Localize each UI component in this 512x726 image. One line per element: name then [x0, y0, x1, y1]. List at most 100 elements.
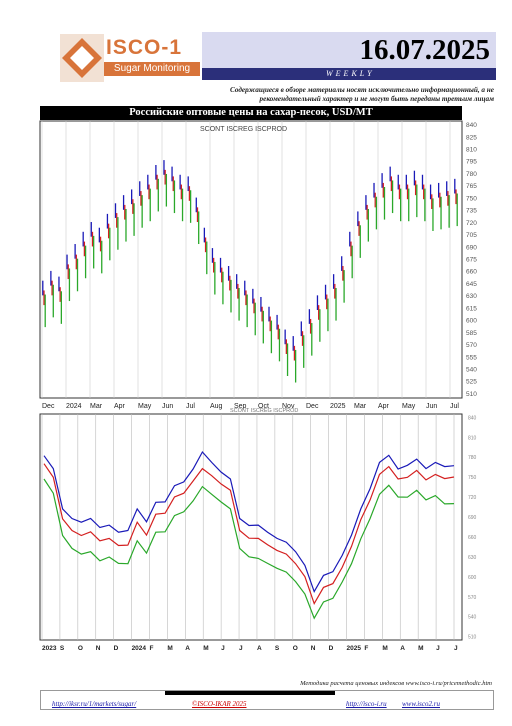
chart2-line-iscprod	[43, 478, 455, 620]
chart1-y-tick: 615	[466, 305, 477, 312]
chart1-x-tick: Sep	[234, 403, 247, 410]
chart1-y-tick: 720	[466, 220, 477, 227]
chart2-x-tick: A	[257, 645, 262, 652]
chart2-y-tick: 690	[468, 515, 477, 521]
chart2-y-tick: 540	[468, 615, 477, 621]
chart1-x-tick: Jul	[450, 403, 459, 410]
chart2-x-tick: J	[454, 645, 458, 652]
chart1-x-tick: Dec	[42, 403, 55, 410]
chart2-x-tick: O	[78, 645, 83, 652]
chart1-y-tick: 585	[466, 330, 477, 337]
logo-diamond-icon	[60, 34, 104, 82]
chart2-x-tick: J	[221, 645, 225, 652]
chart1-y-tick: 825	[466, 134, 477, 141]
copyright: ©ISCO-IKAR 2025	[192, 700, 247, 708]
chart1-frame	[39, 120, 463, 399]
chart1-y-tick: 540	[466, 366, 477, 373]
chart2-x-tick: M	[418, 645, 423, 652]
isco-link[interactable]: http://isco-i.ru	[346, 700, 387, 708]
chart1-y-tick: 510	[466, 391, 477, 398]
chart1-y-tick: 555	[466, 354, 477, 361]
chart2-x-tick: J	[436, 645, 440, 652]
chart2-x-tick: F	[364, 645, 368, 652]
chart1-x-tick: 2024	[66, 403, 82, 410]
chart2-y-tick: 660	[468, 535, 477, 541]
chart1-x-tick: Nov	[282, 403, 295, 410]
chart1-y-tick: 690	[466, 244, 477, 251]
chart2-x-tick: M	[203, 645, 208, 652]
chart1-x-tick: Dec	[306, 403, 319, 410]
chart1-y-tick: 780	[466, 171, 477, 178]
chart1-y-tick: 645	[466, 281, 477, 288]
chart2-y-tick: 720	[468, 495, 477, 501]
chart2-y-tick: 780	[468, 455, 477, 461]
logo-subtitle: Sugar Monitoring	[104, 62, 200, 76]
chart2-frame	[39, 413, 463, 641]
chart1-x-tick: Jul	[186, 403, 195, 410]
chart1-x-tick: May	[402, 403, 416, 410]
chart1-x-tick: Apr	[114, 403, 126, 410]
chart2-y-tick: 810	[468, 435, 477, 441]
footer-bar	[40, 690, 494, 710]
chart2-x-tick: S	[275, 645, 280, 652]
markets-link[interactable]: http://iksr.ru/1/markets/sugar/	[52, 700, 137, 708]
chart2-x-tick: F	[149, 645, 153, 652]
chart2-legend: SCONT ISCREG ISCPROD	[230, 408, 298, 414]
disclaimer: Содержащиеся в обзоре материалы носят ис…	[230, 86, 494, 103]
chart1-y-tick: 525	[466, 379, 477, 386]
chart1-y-tick: 630	[466, 293, 477, 300]
chart1-legend: SCONT ISCREG ISCPROD	[200, 126, 287, 133]
chart-title: Российские оптовые цены на сахар-песок, …	[40, 106, 462, 120]
chart1-y-tick: 600	[466, 318, 477, 325]
chart1-x-tick: Jun	[162, 403, 173, 410]
chart1-x-tick: Aug	[210, 403, 223, 410]
footer-divider	[165, 691, 335, 695]
chart1-y-tick: 840	[466, 122, 477, 129]
chart1-x-tick: May	[138, 403, 152, 410]
report-date: 16.07.2025	[359, 34, 491, 66]
chart2-x-tick: O	[293, 645, 298, 652]
chart2-y-tick: 510	[468, 635, 477, 641]
chart1-y-tick: 750	[466, 195, 477, 202]
chart1-y-tick: 735	[466, 208, 477, 215]
chart2-line-scont	[43, 450, 455, 594]
chart2-line-iscreg	[43, 463, 455, 606]
frequency-label: WEEKLY	[202, 68, 496, 80]
chart1-y-tick: 765	[466, 183, 477, 190]
methodology-note: Методика расчета ценовых индексов www.is…	[300, 680, 492, 687]
chart1-y-tick: 660	[466, 269, 477, 276]
chart1-x-tick: Oct	[258, 403, 269, 410]
chart2-x-tick: J	[239, 645, 243, 652]
chart2-x-tick: M	[382, 645, 387, 652]
chart2-x-tick: A	[400, 645, 405, 652]
chart2-x-tick: N	[311, 645, 316, 652]
logo	[58, 32, 198, 84]
chart1-y-tick: 570	[466, 342, 477, 349]
isco2-link[interactable]: www.isco2.ru	[402, 700, 440, 708]
chart2-x-tick: S	[60, 645, 65, 652]
chart2-x-tick: 2025	[347, 645, 362, 652]
chart2-y-tick: 630	[468, 555, 477, 561]
chart2-y-tick: 750	[468, 475, 477, 481]
chart2-x-tick: D	[329, 645, 334, 652]
chart2-y-tick: 600	[468, 575, 477, 581]
chart2-x-tick: 2024	[132, 645, 147, 652]
chart2-y-tick: 840	[468, 415, 477, 421]
chart2-y-tick: 570	[468, 595, 477, 601]
chart2-x-tick: M	[167, 645, 172, 652]
chart2-x-tick: 2023	[42, 645, 57, 652]
chart1-x-tick: 2025	[330, 403, 346, 410]
chart1-y-tick: 675	[466, 257, 477, 264]
chart2-x-tick: N	[96, 645, 101, 652]
chart1-y-tick: 705	[466, 232, 477, 239]
chart2-x-tick: A	[185, 645, 190, 652]
logo-name: ISCO-1	[106, 36, 183, 59]
chart1-y-tick: 810	[466, 147, 477, 154]
chart1-x-tick: Apr	[378, 403, 390, 410]
chart1-x-tick: Mar	[90, 403, 103, 410]
chart1-x-tick: Mar	[354, 403, 367, 410]
chart2-x-tick: D	[114, 645, 119, 652]
chart1-y-tick: 795	[466, 159, 477, 166]
chart1-x-tick: Jun	[426, 403, 437, 410]
